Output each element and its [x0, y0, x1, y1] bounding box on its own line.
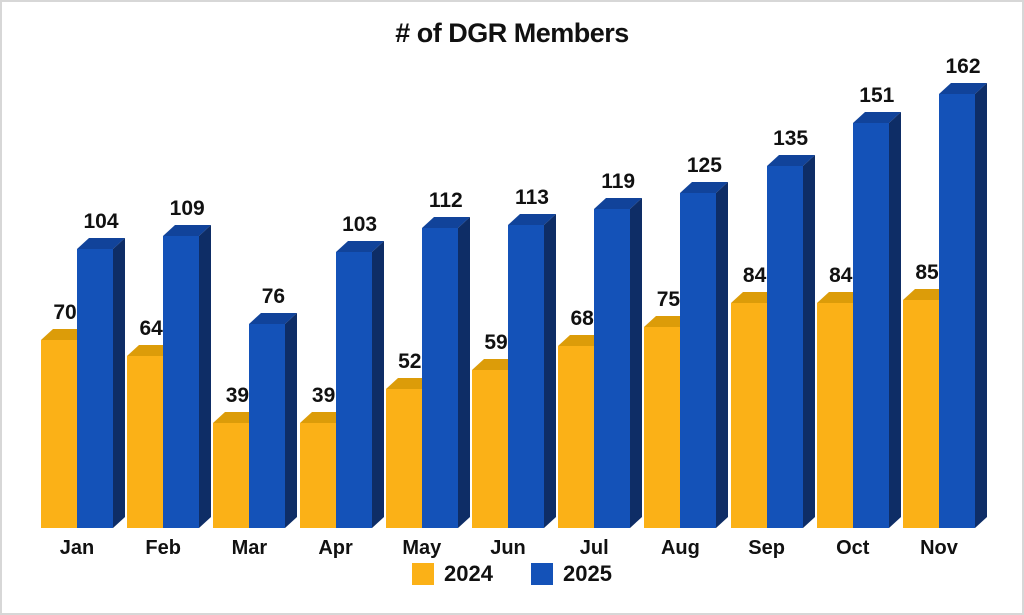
legend-label-2024: 2024 [444, 561, 493, 586]
value-label-2024-Apr: 39 [311, 384, 336, 407]
value-label-2025-Feb: 109 [169, 197, 205, 220]
bar-2025-Jan [77, 238, 125, 528]
bar-2025-Aug [680, 182, 729, 528]
legend-swatch-2024-icon [412, 563, 435, 585]
value-label-2024-Nov: 85 [915, 261, 939, 284]
value-label-2025-Mar: 76 [261, 285, 286, 308]
bar-2025-Sep [766, 155, 815, 528]
bar-2025-Jul [594, 198, 643, 528]
value-label-2025-Jul: 119 [601, 170, 636, 193]
value-label-2024-Oct: 84 [829, 264, 853, 287]
value-label-2024-Jun: 59 [484, 331, 508, 354]
x-axis-label-Sep: Sep [748, 537, 785, 559]
x-axis-label-Aug: Aug [660, 537, 700, 559]
legend-item-2025: 2025 [531, 561, 612, 587]
x-axis-label-Feb: Feb [145, 537, 181, 559]
value-label-2024-Feb: 64 [139, 317, 163, 340]
value-label-2024-May: 52 [398, 350, 422, 373]
bar-2025-May [421, 217, 470, 528]
value-label-2024-Jul: 68 [570, 307, 594, 330]
x-axis-label-Mar: Mar [231, 537, 268, 559]
value-label-2025-Sep: 135 [773, 127, 809, 150]
value-label-2025-Oct: 151 [859, 84, 895, 107]
value-label-2024-Jan: 70 [53, 301, 77, 324]
value-label-2025-Jan: 104 [83, 210, 119, 233]
x-axis-label-Jan: Jan [59, 537, 95, 559]
bar-2025-Oct [852, 112, 901, 528]
legend-item-2024: 2024 [412, 561, 493, 587]
bar-2025-Mar [249, 313, 298, 528]
bar-2025-Jun [508, 214, 556, 528]
value-label-2025-Nov: 162 [945, 55, 981, 78]
legend-label-2025: 2025 [563, 561, 612, 586]
x-axis-label-May: May [402, 537, 442, 559]
x-axis-label-Oct: Oct [836, 537, 870, 559]
value-label-2024-Mar: 39 [225, 384, 250, 407]
x-axis-label-Nov: Nov [920, 537, 958, 559]
chart-legend: 2024 2025 [2, 561, 1022, 587]
value-label-2025-Aug: 125 [686, 154, 722, 177]
value-label-2025-May: 112 [428, 189, 463, 212]
legend-swatch-2025-icon [531, 563, 553, 585]
value-label-2024-Aug: 75 [656, 288, 681, 311]
value-label-2024-Sep: 84 [742, 264, 767, 287]
value-label-2025-Jun: 113 [515, 186, 549, 209]
bar-2025-Nov [939, 83, 987, 528]
x-axis-label-Apr: Apr [318, 537, 353, 559]
x-axis-label-Jul: Jul [579, 537, 609, 559]
bar-2025-Apr [335, 241, 384, 528]
x-axis-label-Jun: Jun [490, 537, 526, 559]
chart-title: # of DGR Members [395, 18, 629, 48]
bar-2025-Feb [163, 225, 212, 528]
value-label-2025-Apr: 103 [342, 213, 378, 236]
